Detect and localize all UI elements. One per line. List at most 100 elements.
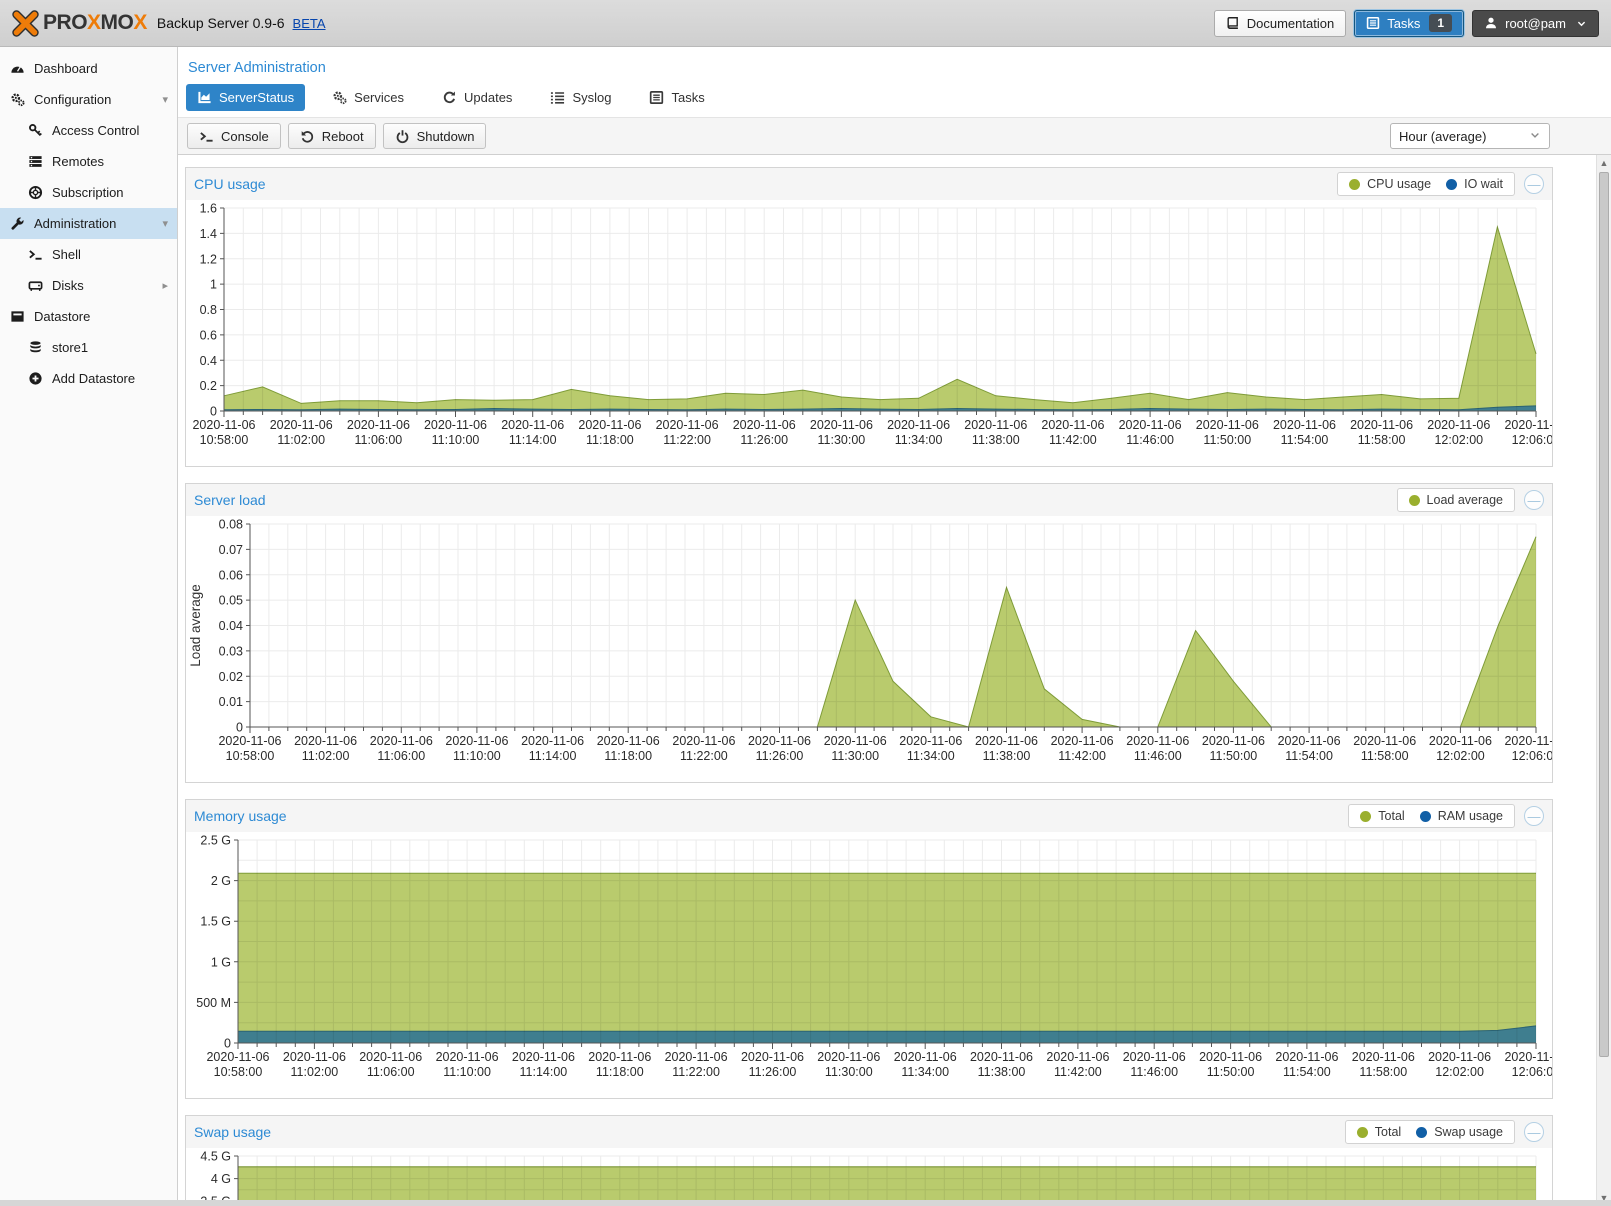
svg-text:2020-11-06: 2020-11-06: [1119, 418, 1182, 432]
svg-text:2020-11-06: 2020-11-06: [1350, 418, 1413, 432]
collapse-panel-button[interactable]: —: [1524, 1122, 1544, 1142]
svg-text:2020-11-06: 2020-11-06: [501, 418, 564, 432]
scroll-down-arrow[interactable]: ▼: [1599, 1193, 1609, 1203]
svg-text:0: 0: [224, 1037, 231, 1051]
svg-text:2020-11-06: 2020-11-06: [218, 734, 281, 748]
sidebar-item-label: Datastore: [34, 309, 91, 324]
sidebar-item-label: Shell: [52, 247, 81, 262]
sidebar-item-administration[interactable]: Administration ▾: [0, 208, 177, 239]
shutdown-button[interactable]: Shutdown: [382, 123, 487, 149]
documentation-button[interactable]: Documentation: [1213, 9, 1347, 37]
sidebar-item-subscription[interactable]: Subscription: [0, 177, 177, 208]
svg-text:11:06:00: 11:06:00: [377, 749, 425, 763]
cpu-usage-plot: 00.20.40.60.811.21.41.62020-11-0610:58:0…: [192, 202, 1567, 448]
svg-text:2020-11-06: 2020-11-06: [970, 1050, 1033, 1064]
terminal-icon: [199, 129, 214, 144]
sidebar-item-label: Administration: [34, 216, 117, 231]
beta-link[interactable]: BETA: [292, 15, 326, 31]
svg-text:2020-11-06: 2020-11-06: [578, 418, 641, 432]
svg-text:11:06:00: 11:06:00: [367, 1065, 415, 1079]
user-menu-button[interactable]: root@pam: [1472, 9, 1599, 37]
power-icon: [395, 129, 410, 144]
tab-syslog[interactable]: Syslog: [539, 84, 622, 111]
tab-label: Updates: [464, 90, 513, 105]
chevron-right-icon[interactable]: ▸: [162, 280, 168, 292]
sidebar-item-dashboard[interactable]: Dashboard: [0, 53, 177, 84]
svg-text:2020-11-06: 2020-11-06: [964, 418, 1027, 432]
svg-text:11:34:00: 11:34:00: [901, 1065, 949, 1079]
svg-text:2020-11-06: 2020-11-06: [665, 1050, 728, 1064]
tab-services[interactable]: Services: [321, 84, 415, 111]
app-body: Dashboard Configuration ▾ Access Control Rem…: [0, 47, 1611, 1206]
chevron-down-icon[interactable]: ▾: [162, 218, 168, 230]
svg-text:0.2: 0.2: [200, 379, 217, 393]
scrollbar-thumb[interactable]: [1599, 172, 1609, 1057]
svg-text:12:02:00: 12:02:00: [1436, 749, 1485, 763]
legend-item[interactable]: Swap usage: [1416, 1125, 1503, 1139]
svg-text:11:02:00: 11:02:00: [277, 433, 325, 447]
legend-item[interactable]: Load average: [1408, 493, 1503, 507]
scroll-up-arrow[interactable]: ▲: [1599, 158, 1609, 168]
svg-text:0.8: 0.8: [200, 303, 217, 317]
window-bottom-edge: [0, 1200, 1611, 1206]
reboot-button[interactable]: Reboot: [287, 123, 376, 149]
sidebar-item-add-datastore[interactable]: Add Datastore: [0, 363, 177, 394]
svg-text:2020-11-06: 2020-11-06: [1352, 1050, 1415, 1064]
chart-legend: CPU usage IO wait: [1337, 172, 1515, 196]
collapse-panel-button[interactable]: —: [1524, 806, 1544, 826]
tasks-button[interactable]: Tasks 1: [1354, 9, 1465, 37]
chart-legend: Total Swap usage: [1344, 1120, 1515, 1144]
panel-header: Memory usage Total RAM usage —: [186, 800, 1552, 832]
tab-bar: ServerStatus Services Updates Syslog Tasks: [178, 79, 1611, 117]
svg-text:11:10:00: 11:10:00: [432, 433, 480, 447]
wrench-icon: [9, 216, 26, 231]
panel-title: Server load: [194, 492, 266, 508]
svg-text:11:30:00: 11:30:00: [818, 433, 866, 447]
key-icon: [27, 123, 44, 138]
series-dot-icon: [1356, 1126, 1368, 1138]
user-icon: [1484, 16, 1498, 30]
svg-text:0.05: 0.05: [219, 594, 243, 608]
collapse-panel-button[interactable]: —: [1524, 490, 1544, 510]
legend-item[interactable]: IO wait: [1446, 177, 1503, 191]
sidebar-item-remotes[interactable]: Remotes: [0, 146, 177, 177]
sidebar-item-label: Subscription: [52, 185, 124, 200]
vertical-scrollbar[interactable]: ▲ ▼: [1596, 155, 1611, 1206]
svg-text:2020-11-06: 2020-11-06: [824, 734, 887, 748]
sidebar-item-disks[interactable]: Disks ▸: [0, 270, 177, 301]
svg-text:1: 1: [210, 278, 217, 292]
sidebar-item-shell[interactable]: Shell: [0, 239, 177, 270]
sidebar-item-datastore[interactable]: Datastore: [0, 301, 177, 332]
svg-text:11:30:00: 11:30:00: [831, 749, 879, 763]
svg-text:2020-11-06: 2020-11-06: [436, 1050, 499, 1064]
svg-text:11:22:00: 11:22:00: [672, 1065, 720, 1079]
sidebar-item-label: Configuration: [34, 92, 112, 107]
product-version: Backup Server 0.9-6: [156, 15, 285, 31]
tab-tasks[interactable]: Tasks: [638, 84, 715, 111]
console-button[interactable]: Console: [187, 123, 281, 149]
chevron-down-icon[interactable]: ▾: [162, 94, 168, 106]
page-title: Server Administration: [188, 60, 326, 76]
collapse-panel-button[interactable]: —: [1524, 174, 1544, 194]
legend-item[interactable]: Total: [1360, 809, 1405, 823]
time-interval-select[interactable]: Hour (average): [1390, 123, 1550, 149]
series-dot-icon: [1419, 810, 1431, 822]
sidebar-item-access-control[interactable]: Access Control: [0, 115, 177, 146]
refresh-icon: [442, 90, 457, 105]
legend-item[interactable]: Total: [1356, 1125, 1401, 1139]
legend-item[interactable]: CPU usage: [1349, 177, 1431, 191]
svg-text:10:58:00: 10:58:00: [226, 749, 275, 763]
tab-serverstatus[interactable]: ServerStatus: [186, 84, 306, 111]
svg-text:2020-11-06: 2020-11-06: [588, 1050, 651, 1064]
legend-item[interactable]: RAM usage: [1419, 809, 1503, 823]
sidebar-item-configuration[interactable]: Configuration ▾: [0, 84, 177, 115]
svg-text:2020-11-06: 2020-11-06: [1429, 734, 1492, 748]
tab-updates[interactable]: Updates: [431, 84, 523, 111]
svg-text:2020-11-06: 2020-11-06: [1353, 734, 1416, 748]
svg-text:0.4: 0.4: [200, 354, 217, 368]
svg-text:1.4: 1.4: [200, 227, 217, 241]
svg-text:2020-11-06: 2020-11-06: [1504, 418, 1552, 432]
svg-text:11:02:00: 11:02:00: [302, 749, 350, 763]
undo-icon: [300, 129, 315, 144]
sidebar-item-store1[interactable]: store1: [0, 332, 177, 363]
